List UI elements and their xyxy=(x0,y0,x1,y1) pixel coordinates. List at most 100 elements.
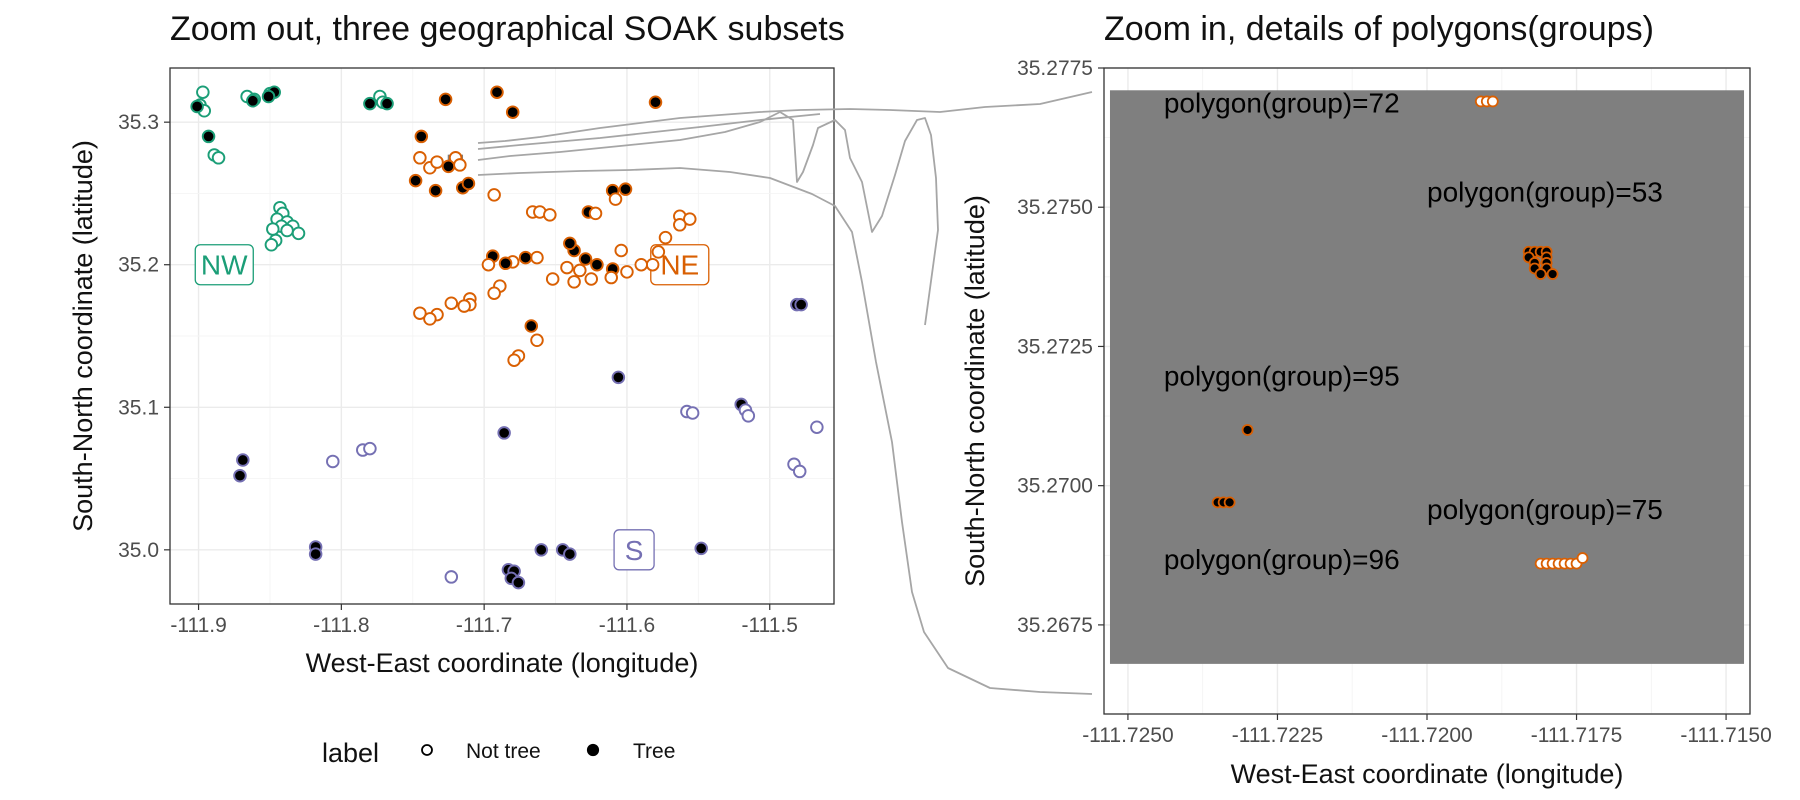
zoom-out-point-s-tree xyxy=(563,547,577,561)
zoom-out-point-ne-not-tree xyxy=(651,245,666,259)
zoom-out-point-s-tree xyxy=(694,541,708,556)
legend-title: label xyxy=(322,738,379,768)
zoom-connector-line xyxy=(477,111,939,326)
zoom-out-point-ne-not-tree xyxy=(413,306,427,320)
zoom-in-y-tick-label: 35.2750 xyxy=(1017,196,1093,219)
legend: label Not tree Tree xyxy=(322,738,675,768)
zoom-out-point-ne-not-tree xyxy=(645,257,660,272)
zoom-out-point-ne-not-tree xyxy=(673,218,687,232)
polygon-region-background xyxy=(1109,90,1745,664)
polygon-label: polygon(group)=96 xyxy=(1164,544,1400,575)
zoom-out-point-s-not-tree xyxy=(741,409,756,423)
zoom-out-point-ne-tree xyxy=(408,173,423,188)
polygon-label: polygon(group)=72 xyxy=(1164,88,1400,119)
zoom-out-y-tick-label: 35.3 xyxy=(118,111,159,134)
zoom-out-point-ne-not-tree xyxy=(413,151,427,165)
zoom-in-x-tick-label: -111.7175 xyxy=(1531,724,1622,747)
zoom-in-y-tick-label: 35.2775 xyxy=(1017,57,1093,80)
zoom-out-y-tick-label: 35.0 xyxy=(118,539,159,562)
zoom-out-point-ne-not-tree xyxy=(588,206,603,221)
zoom-in-x-tick-label: -111.7200 xyxy=(1381,724,1472,747)
zoom-out-point-ne-tree xyxy=(490,85,504,99)
zoom-out-point-ne-tree xyxy=(505,105,520,119)
zoom-out-point-s-tree xyxy=(611,370,626,385)
region-label-s: S xyxy=(613,529,655,571)
zoom-out-point-nw-tree xyxy=(261,89,276,104)
zoom-out-point-s-not-tree xyxy=(363,441,377,456)
zoom-out-x-tick-label: -111.5 xyxy=(742,614,798,637)
zoom-out-point-ne-not-tree xyxy=(608,192,623,206)
polygon-label: polygon(group)=53 xyxy=(1427,177,1663,208)
zoom-out-point-nw-not-tree xyxy=(211,151,226,165)
zoom-in-y-axis-title: South-North coordinate (latitude) xyxy=(960,195,990,587)
zoom-out-point-s-tree xyxy=(308,547,323,561)
zoom-in-y-tick-label: 35.2675 xyxy=(1017,614,1093,637)
zoom-out-point-s-tree xyxy=(497,426,511,440)
zoom-in-panel: polygon(group)=72 polygon(group)=53 polygo… xyxy=(960,10,1772,789)
zoom-out-point-ne-not-tree xyxy=(530,333,544,348)
zoom-out-point-ne-tree xyxy=(438,92,453,107)
zoom-in-title: Zoom in, details of polygons(groups) xyxy=(1104,10,1654,48)
zoom-out-point-ne-tree xyxy=(498,256,513,271)
region-label-ne: NE xyxy=(650,244,710,286)
zoom-out-point-ne-not-tree xyxy=(481,257,496,272)
zoom-out-y-tick-label: 35.1 xyxy=(118,396,159,419)
zoom-out-point-s-tree xyxy=(511,575,526,590)
region-label-text: NE xyxy=(660,250,699,281)
zoom-in-x-tick-label: -111.7250 xyxy=(1082,724,1173,747)
zoom-out-point-ne-not-tree xyxy=(658,230,673,245)
zoom-in-point-polygon-group-72-not-tree xyxy=(1486,95,1499,108)
zoom-out-point-s-not-tree xyxy=(444,570,459,584)
zoom-out-point-ne-not-tree xyxy=(634,257,648,272)
zoom-out-y-tick-label: 35.2 xyxy=(118,254,159,277)
region-label-text: NW xyxy=(201,250,248,281)
zoom-out-point-s-not-tree xyxy=(685,406,700,420)
zoom-out-panel: NW NE S -111.9 -111.8 -111.7 -111.6 -111.5 35.0 3… xyxy=(68,10,845,678)
zoom-out-point-nw-not-tree xyxy=(280,223,294,238)
zoom-out-point-ne-not-tree xyxy=(423,312,437,326)
zoom-out-point-nw-tree xyxy=(380,96,394,111)
zoom-out-point-ne-not-tree xyxy=(567,275,581,289)
zoom-out-point-ne-tree xyxy=(590,257,604,272)
zoom-out-point-s-tree xyxy=(794,297,808,312)
zoom-in-y-tick-label: 35.2725 xyxy=(1017,335,1093,358)
zoom-out-point-ne-tree xyxy=(441,159,456,174)
zoom-out-point-ne-not-tree xyxy=(430,155,444,169)
zoom-connector-line xyxy=(477,113,821,150)
zoom-out-points xyxy=(190,85,824,590)
zoom-out-point-nw-not-tree xyxy=(264,238,279,252)
region-label-text: S xyxy=(625,535,644,566)
zoom-connector-lines xyxy=(477,91,1093,695)
zoom-in-point-polygon-group-53-tree xyxy=(1546,268,1559,280)
zoom-out-point-ne-not-tree xyxy=(507,353,521,367)
zoom-out-point-s-not-tree xyxy=(792,464,807,479)
legend-label-tree: Tree xyxy=(633,740,675,763)
zoom-in-x-tick-label: -111.7225 xyxy=(1232,724,1323,747)
legend-label-not-tree: Not tree xyxy=(466,740,541,763)
zoom-in-x-axis-title: West-East coordinate (longitude) xyxy=(1231,759,1624,789)
zoom-in-point-polygon-group-53-tree xyxy=(1534,268,1547,280)
zoom-out-title: Zoom out, three geographical SOAK subset… xyxy=(170,10,845,48)
zoom-out-point-ne-not-tree xyxy=(457,299,471,313)
zoom-out-point-ne-tree xyxy=(524,319,539,333)
zoom-out-point-s-not-tree xyxy=(326,454,340,469)
zoom-in-point-polygon-group-96-tree xyxy=(1223,496,1236,509)
zoom-out-point-ne-not-tree xyxy=(620,265,634,279)
zoom-out-point-ne-not-tree xyxy=(560,260,574,275)
zoom-out-panel-border xyxy=(169,67,835,605)
zoom-out-point-ne-not-tree xyxy=(530,250,544,265)
zoom-out-point-ne-not-tree xyxy=(604,270,618,285)
zoom-out-point-ne-not-tree xyxy=(487,188,501,202)
zoom-out-point-ne-not-tree xyxy=(683,212,697,226)
polygon-label: polygon(group)=75 xyxy=(1427,494,1663,525)
polygon-label: polygon(group)=95 xyxy=(1164,360,1400,391)
zoom-out-point-ne-tree xyxy=(428,183,443,198)
zoom-out-point-ne-tree xyxy=(518,250,533,265)
zoom-out-point-ne-tree xyxy=(618,182,633,196)
zoom-out-point-ne-tree xyxy=(563,236,577,251)
zoom-out-point-nw-not-tree xyxy=(291,226,306,241)
zoom-out-point-s-tree xyxy=(233,468,247,483)
zoom-out-point-s-not-tree xyxy=(810,420,824,434)
zoom-out-point-ne-not-tree xyxy=(487,286,501,300)
